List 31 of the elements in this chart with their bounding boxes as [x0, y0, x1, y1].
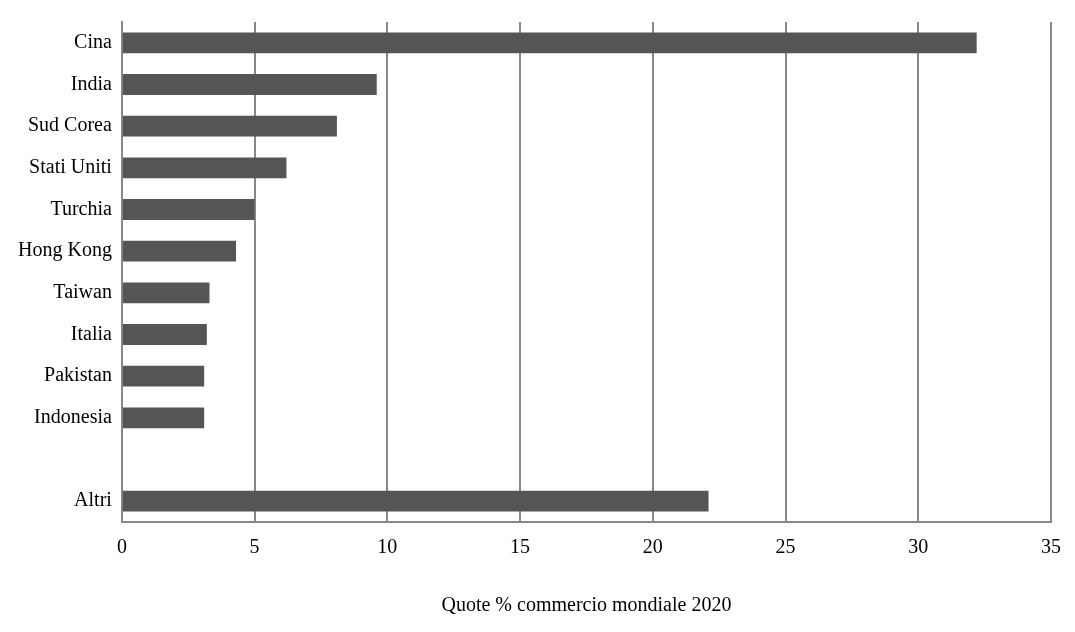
y-tick-label: Stati Uniti: [29, 155, 113, 178]
x-axis-title: Quote % commercio mondiale 2020: [441, 593, 732, 616]
y-tick-label: Cina: [74, 30, 112, 53]
y-tick-label: Taiwan: [53, 280, 112, 303]
bar: [122, 32, 977, 54]
bar: [122, 157, 287, 179]
y-tick-label: India: [70, 71, 113, 94]
x-tick-label: 25: [775, 535, 796, 558]
y-tick-label: Hong Kong: [18, 238, 112, 262]
x-tick-label: 35: [1041, 535, 1061, 558]
x-tick-label: 0: [116, 535, 127, 558]
bar: [122, 199, 255, 220]
bar: [122, 115, 337, 137]
y-tick-label: Sud Corea: [28, 113, 112, 136]
bar: [122, 324, 207, 345]
x-tick-label: 30: [908, 535, 929, 558]
y-tick-label: Altri: [74, 488, 113, 511]
bar: [122, 74, 377, 95]
bar: [122, 490, 709, 512]
y-tick-label: Turchia: [50, 196, 113, 219]
y-tick-label: Pakistan: [44, 363, 112, 386]
x-tick-label: 10: [377, 535, 398, 558]
bar: [122, 240, 237, 262]
x-tick-label: 15: [510, 535, 531, 558]
x-tick-label: 20: [642, 535, 663, 558]
y-tick-label: Italia: [70, 321, 112, 344]
x-tick-label: 5: [249, 535, 260, 558]
y-tick-label: Indonesia: [34, 405, 112, 428]
bar: [122, 365, 205, 387]
bar: [122, 407, 205, 429]
bar: [122, 282, 210, 304]
